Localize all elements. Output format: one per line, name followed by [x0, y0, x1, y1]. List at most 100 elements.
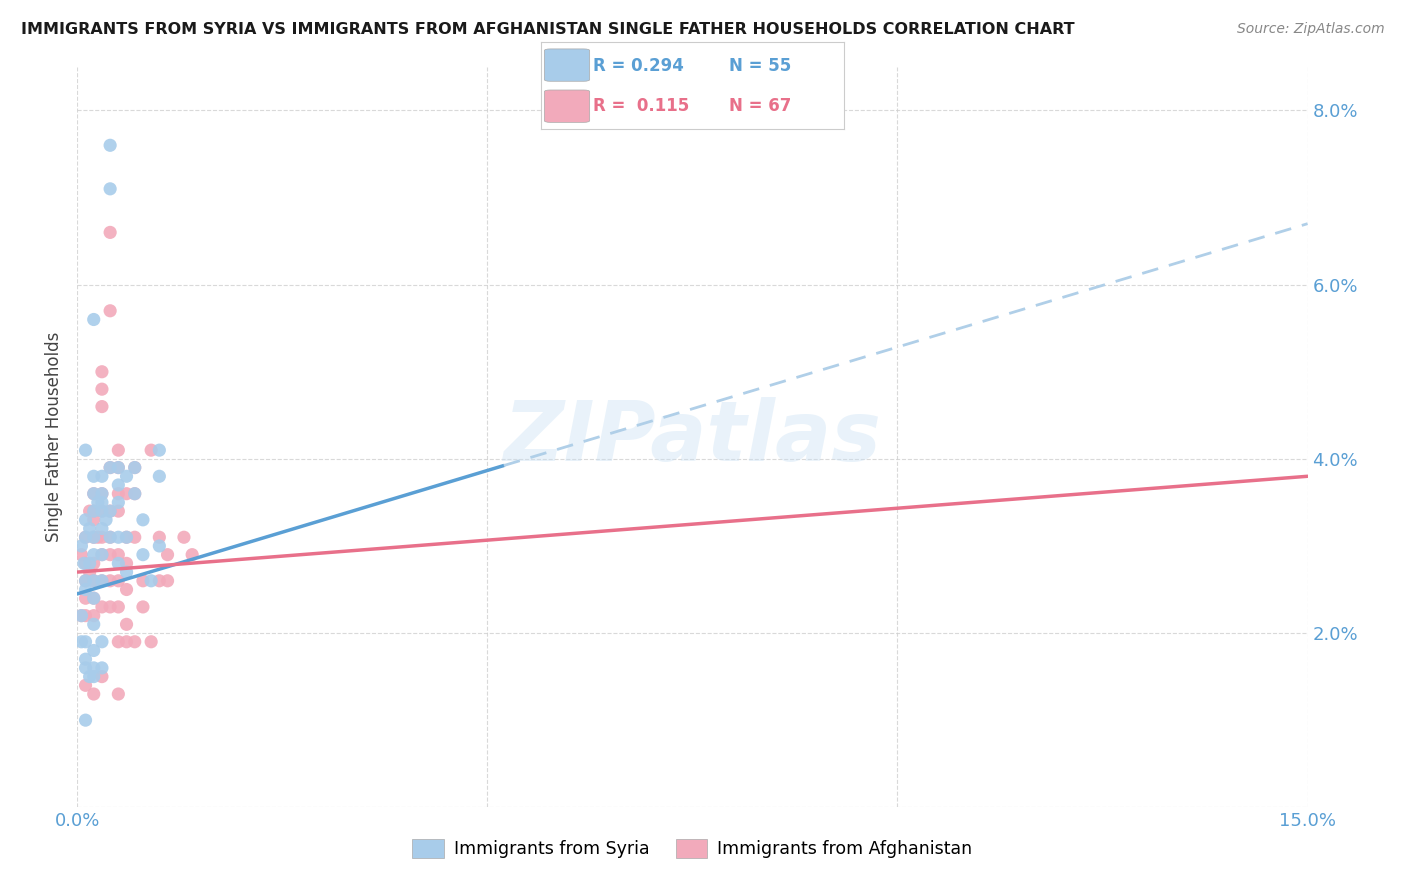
Point [132, 548, 155, 562]
Point [124, 460, 146, 475]
Point [90, 504, 114, 518]
Point [75, 678, 97, 692]
Point [141, 443, 163, 458]
Text: ZIPatlas: ZIPatlas [503, 397, 882, 477]
Point [98, 226, 121, 240]
Point [73, 557, 96, 571]
Point [132, 574, 155, 588]
Point [115, 486, 138, 500]
Point [90, 548, 114, 562]
Point [90, 522, 114, 536]
Point [115, 634, 138, 648]
Point [83, 504, 105, 518]
Point [90, 599, 114, 614]
Point [98, 574, 121, 588]
Point [75, 530, 97, 544]
Point [83, 608, 105, 623]
Point [107, 495, 129, 509]
Point [70, 539, 93, 553]
Point [90, 400, 114, 414]
Point [75, 713, 97, 727]
Point [107, 443, 129, 458]
Point [83, 574, 105, 588]
Point [79, 522, 101, 536]
Point [107, 634, 129, 648]
Point [107, 460, 129, 475]
Point [98, 504, 121, 518]
Point [90, 574, 114, 588]
Point [90, 504, 114, 518]
Point [83, 530, 105, 544]
Point [107, 486, 129, 500]
Text: N = 67: N = 67 [728, 97, 792, 115]
Y-axis label: Single Father Households: Single Father Households [45, 332, 63, 542]
Point [98, 530, 121, 544]
Point [75, 582, 97, 597]
Point [90, 495, 114, 509]
Point [83, 643, 105, 657]
Point [87, 495, 110, 509]
Point [94, 513, 117, 527]
Point [107, 557, 129, 571]
Point [75, 574, 97, 588]
Point [98, 599, 121, 614]
Point [132, 513, 155, 527]
Point [83, 591, 105, 606]
Text: R =  0.115: R = 0.115 [593, 97, 689, 115]
Text: N = 55: N = 55 [728, 56, 792, 75]
Point [98, 303, 121, 318]
Point [132, 599, 155, 614]
Point [115, 582, 138, 597]
Point [75, 513, 97, 527]
Point [148, 539, 170, 553]
Point [75, 530, 97, 544]
Point [90, 486, 114, 500]
Point [98, 504, 121, 518]
Point [90, 574, 114, 588]
Point [141, 634, 163, 648]
Point [141, 574, 163, 588]
Legend: Immigrants from Syria, Immigrants from Afghanistan: Immigrants from Syria, Immigrants from A… [405, 832, 980, 865]
Point [90, 530, 114, 544]
Point [98, 460, 121, 475]
Point [90, 661, 114, 675]
Point [98, 138, 121, 153]
Point [75, 608, 97, 623]
Point [90, 469, 114, 483]
Point [70, 608, 93, 623]
Point [107, 530, 129, 544]
Point [90, 548, 114, 562]
Point [98, 548, 121, 562]
Text: IMMIGRANTS FROM SYRIA VS IMMIGRANTS FROM AFGHANISTAN SINGLE FATHER HOUSEHOLDS CO: IMMIGRANTS FROM SYRIA VS IMMIGRANTS FROM… [21, 22, 1074, 37]
Point [115, 557, 138, 571]
FancyBboxPatch shape [544, 49, 589, 81]
Point [70, 608, 93, 623]
Point [79, 670, 101, 684]
Point [83, 530, 105, 544]
Point [83, 312, 105, 326]
Text: R = 0.294: R = 0.294 [593, 56, 683, 75]
Point [75, 591, 97, 606]
Point [156, 548, 179, 562]
Point [107, 574, 129, 588]
Point [98, 530, 121, 544]
Point [148, 530, 170, 544]
Point [75, 557, 97, 571]
Point [83, 557, 105, 571]
Point [79, 565, 101, 579]
Point [181, 548, 204, 562]
Point [90, 486, 114, 500]
Point [115, 617, 138, 632]
Point [90, 634, 114, 648]
Point [79, 504, 101, 518]
Point [83, 670, 105, 684]
Point [90, 670, 114, 684]
Point [83, 548, 105, 562]
Point [115, 530, 138, 544]
Point [83, 687, 105, 701]
Point [107, 687, 129, 701]
Point [75, 652, 97, 666]
Point [148, 443, 170, 458]
Point [70, 634, 93, 648]
Text: Source: ZipAtlas.com: Source: ZipAtlas.com [1237, 22, 1385, 37]
